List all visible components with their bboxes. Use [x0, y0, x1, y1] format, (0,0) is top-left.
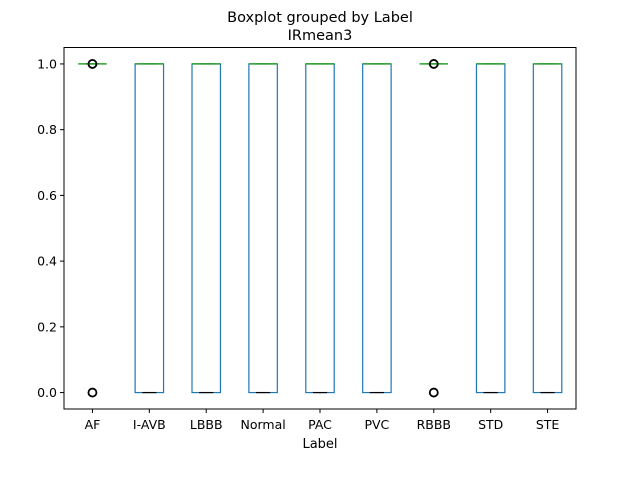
x-tick-label: PAC — [308, 417, 332, 432]
chart-suptitle: Boxplot grouped by Label — [227, 10, 413, 26]
y-tick-label: 0.8 — [37, 122, 57, 137]
x-tick-label: STE — [536, 417, 560, 432]
x-tick-label: LBBB — [190, 417, 223, 432]
box — [305, 63, 335, 394]
x-tick-label: Normal — [240, 417, 285, 432]
x-tick-label: PVC — [364, 417, 389, 432]
chart-title: IRmean3 — [288, 28, 353, 44]
flier-point — [87, 387, 98, 398]
plot-area: 0.0 0.2 0.4 0.6 0.8 1.0 AF I-AVB LBBB Normal PAC PV… — [37, 56, 563, 432]
x-tick-label: I-AVB — [133, 417, 166, 432]
box — [532, 63, 563, 394]
x-tick-label: STD — [478, 417, 503, 432]
y-tick-label: 1.0 — [37, 56, 57, 71]
box — [248, 63, 278, 394]
x-tick-label: AF — [85, 417, 101, 432]
box — [362, 63, 392, 394]
axes-frame — [63, 47, 577, 410]
box — [191, 63, 222, 394]
y-tick-label: 0.6 — [37, 188, 57, 203]
flier-point — [87, 59, 98, 69]
box — [475, 63, 506, 394]
y-tick-label: 0.2 — [37, 319, 57, 334]
y-tick-label: 0.4 — [37, 254, 57, 269]
x-axis-label: Label — [302, 437, 337, 452]
y-tick-label: 0.0 — [37, 385, 57, 400]
box — [134, 63, 165, 394]
flier-point — [428, 59, 439, 69]
x-tick-label: RBBB — [417, 417, 451, 432]
flier-point — [428, 387, 439, 398]
